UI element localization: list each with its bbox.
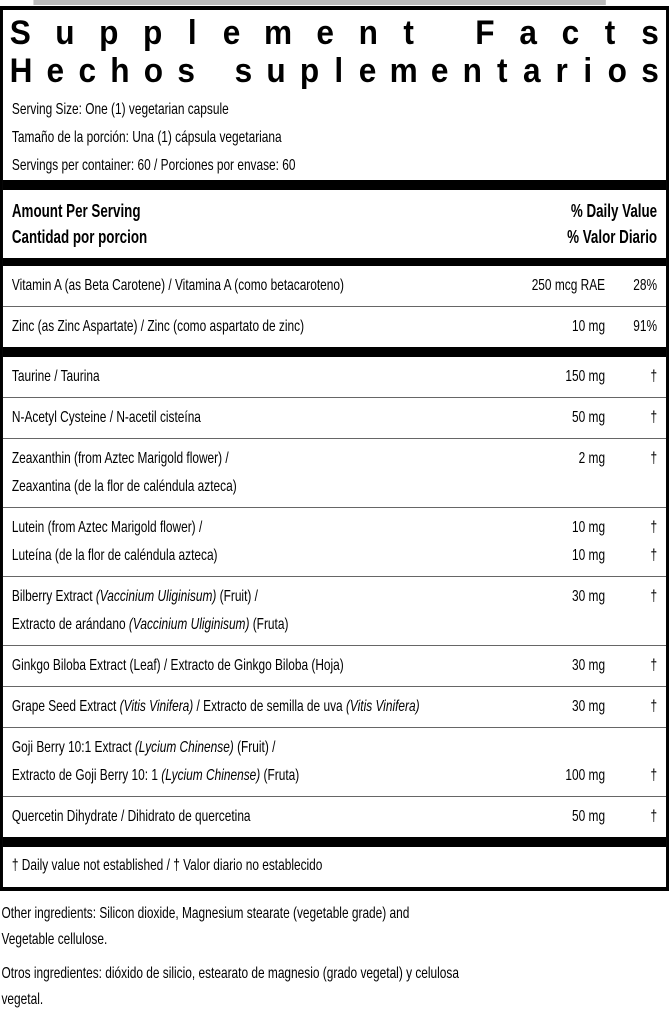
ingredient-amount: 30 mg — [572, 588, 606, 605]
ingredient-line: Vitamin A (as Beta Carotene) / Vitamina … — [12, 272, 657, 300]
ingredient-row: Bilberry Extract (Vaccinium Uliginisum) … — [2, 576, 667, 645]
ingredient-row: Lutein (from Aztec Marigold flower) / 10… — [2, 507, 667, 576]
ingredient-row: Zinc (as Zinc Aspartate) / Zinc (como as… — [2, 306, 667, 347]
servings-per-container-line: Servings per container: 60 / Porciones p… — [11, 157, 296, 174]
ingredient-daily-value: 91% — [633, 318, 658, 335]
ingredient-line: Quercetin Dihydrate / Dihidrato de querc… — [12, 803, 657, 831]
ingredient-name: N-Acetyl Cysteine / N-acetil cisteína — [11, 409, 201, 426]
amount-per-serving-label-spanish: Cantidad por porcion — [11, 227, 148, 247]
ingredient-daily-value — [605, 611, 657, 639]
ingredient-amount: 10 mg — [572, 547, 606, 564]
ingredient-name: Lutein (from Aztec Marigold flower) / — [11, 519, 203, 536]
ingredient-line: Extracto de Goji Berry 10: 1 (Lycium Chi… — [12, 762, 657, 790]
ingredient-daily-value: † — [650, 657, 658, 674]
ingredient-name: Taurine / Taurina — [11, 368, 100, 385]
ingredient-amount — [494, 734, 605, 762]
ingredient-line: Ginkgo Biloba Extract (Leaf) / Extracto … — [12, 652, 657, 680]
column-header: Amount Per Serving % Daily Value Cantida… — [12, 190, 657, 258]
ingredient-name: Vitamin A (as Beta Carotene) / Vitamina … — [11, 277, 344, 294]
ingredient-line: Grape Seed Extract (Vitis Vinifera) / Ex… — [12, 693, 657, 721]
ingredient-amount: 10 mg — [572, 519, 606, 536]
ingredient-row: Vitamin A (as Beta Carotene) / Vitamina … — [3, 266, 666, 306]
serving-info: Serving Size: One (1) vegetarian capsule… — [12, 96, 657, 180]
scan-artifact-strip — [33, 0, 606, 5]
ingredient-line: Zinc (as Zinc Aspartate) / Zinc (como as… — [12, 313, 657, 341]
other-ingredients-line: Vegetable cellulose. — [1, 931, 108, 948]
ingredient-name: Goji Berry 10:1 Extract (Lycium Chinense… — [11, 739, 276, 756]
section-divider-bar — [2, 258, 667, 266]
ingredient-line: Zeaxantina (de la flor de caléndula azte… — [12, 473, 657, 501]
ingredient-row: Grape Seed Extract (Vitis Vinifera) / Ex… — [2, 686, 667, 727]
ingredient-amount: 30 mg — [572, 657, 606, 674]
section-divider-bar — [2, 180, 667, 190]
other-ingredients-line: vegetal. — [1, 991, 44, 1008]
ingredient-daily-value: † — [650, 767, 658, 784]
ingredient-name: Quercetin Dihydrate / Dihidrato de querc… — [11, 808, 251, 825]
ingredient-daily-value: † — [650, 409, 658, 426]
ingredient-amount: 10 mg — [572, 318, 606, 335]
ingredient-amount: 50 mg — [572, 808, 606, 825]
ingredient-row: Goji Berry 10:1 Extract (Lycium Chinense… — [2, 727, 667, 796]
ingredient-daily-value: † — [650, 519, 658, 536]
ingredient-daily-value: † — [650, 368, 658, 385]
ingredient-row: Quercetin Dihydrate / Dihidrato de querc… — [2, 796, 667, 837]
ingredient-name: Extracto de arándano (Vaccinium Uliginis… — [11, 616, 289, 633]
serving-size-line-spanish: Tamaño de la porción: Una (1) cápsula ve… — [11, 129, 282, 146]
ingredient-name: Zeaxanthin (from Aztec Marigold flower) … — [11, 450, 229, 467]
ingredient-amount: 250 mcg RAE — [531, 277, 606, 294]
ingredient-amount: 2 mg — [578, 450, 606, 467]
ingredient-line: Lutein (from Aztec Marigold flower) / 10… — [12, 514, 657, 542]
botanicals-group: Taurine / Taurina 150 mg † N-Acetyl Cyst… — [2, 357, 667, 837]
amount-per-serving-label: Amount Per Serving — [11, 201, 141, 221]
other-ingredients-spanish: Otros ingredientes: dióxido de silicio, … — [1, 961, 667, 1013]
ingredient-name: Bilberry Extract (Vaccinium Uliginisum) … — [11, 588, 258, 605]
ingredient-daily-value — [605, 734, 657, 762]
section-divider-bar — [2, 837, 667, 847]
ingredient-row: N-Acetyl Cysteine / N-acetil cisteína 50… — [2, 397, 667, 438]
other-ingredients-english: Other ingredients: Silicon dioxide, Magn… — [1, 901, 667, 953]
ingredient-daily-value — [605, 473, 657, 501]
ingredient-line: Extracto de arándano (Vaccinium Uliginis… — [12, 611, 657, 639]
ingredient-name: Ginkgo Biloba Extract (Leaf) / Extracto … — [11, 657, 344, 674]
ingredient-name: Extracto de Goji Berry 10: 1 (Lycium Chi… — [11, 767, 300, 784]
other-ingredients-line: Other ingredients: Silicon dioxide, Magn… — [1, 905, 410, 922]
ingredient-amount: 100 mg — [565, 767, 606, 784]
other-ingredients-section: Other ingredients: Silicon dioxide, Magn… — [0, 901, 669, 1013]
ingredient-line: N-Acetyl Cysteine / N-acetil cisteína 50… — [12, 404, 657, 432]
serving-size-line: Serving Size: One (1) vegetarian capsule — [11, 101, 229, 118]
ingredient-line: Zeaxanthin (from Aztec Marigold flower) … — [12, 445, 657, 473]
ingredient-line: Bilberry Extract (Vaccinium Uliginisum) … — [12, 583, 657, 611]
ingredient-daily-value: † — [650, 547, 658, 564]
ingredient-name: Zinc (as Zinc Aspartate) / Zinc (como as… — [11, 318, 305, 335]
vitamins-minerals-group: Vitamin A (as Beta Carotene) / Vitamina … — [2, 266, 667, 347]
ingredient-name: Luteína (de la flor de caléndula azteca) — [11, 547, 218, 564]
ingredient-line: Goji Berry 10:1 Extract (Lycium Chinense… — [12, 734, 657, 762]
ingredient-amount: 150 mg — [565, 368, 606, 385]
ingredient-amount — [494, 611, 605, 639]
ingredient-daily-value: † — [650, 808, 658, 825]
daily-value-footnote: † Daily value not established / † Valor … — [11, 857, 323, 874]
ingredient-daily-value: † — [650, 588, 658, 605]
ingredient-amount — [494, 473, 605, 501]
daily-value-label: % Daily Value — [570, 201, 658, 221]
ingredient-daily-value: † — [650, 698, 658, 715]
ingredient-line: Luteína (de la flor de caléndula azteca)… — [12, 542, 657, 570]
ingredient-amount: 50 mg — [572, 409, 606, 426]
section-divider-bar — [2, 347, 667, 357]
ingredient-line: Taurine / Taurina 150 mg † — [12, 363, 657, 391]
daily-value-label-spanish: % Valor Diario — [567, 227, 658, 247]
ingredient-amount: 30 mg — [572, 698, 606, 715]
other-ingredients-line: Otros ingredientes: dióxido de silicio, … — [1, 965, 459, 982]
ingredient-row: Taurine / Taurina 150 mg † — [3, 357, 666, 397]
ingredient-name: Grape Seed Extract (Vitis Vinifera) / Ex… — [11, 698, 420, 715]
ingredient-row: Ginkgo Biloba Extract (Leaf) / Extracto … — [2, 645, 667, 686]
ingredient-row: Zeaxanthin (from Aztec Marigold flower) … — [2, 438, 667, 507]
ingredient-daily-value: 28% — [633, 277, 658, 294]
ingredient-name: Zeaxantina (de la flor de caléndula azte… — [11, 478, 237, 495]
ingredient-daily-value: † — [650, 450, 658, 467]
